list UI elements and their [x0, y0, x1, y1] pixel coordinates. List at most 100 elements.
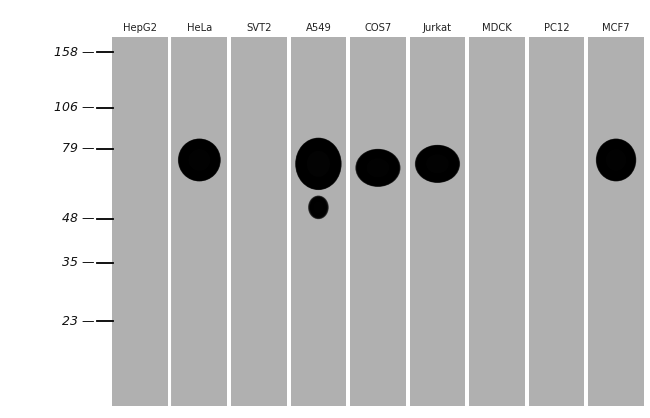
Ellipse shape	[183, 143, 215, 177]
Text: 48 —: 48 —	[62, 212, 94, 225]
Ellipse shape	[358, 150, 398, 185]
Ellipse shape	[295, 138, 341, 190]
Text: 106 —: 106 —	[53, 102, 94, 115]
Ellipse shape	[309, 196, 328, 219]
Ellipse shape	[420, 148, 455, 180]
Ellipse shape	[178, 139, 220, 181]
Ellipse shape	[308, 196, 329, 219]
Ellipse shape	[301, 143, 335, 185]
Ellipse shape	[358, 150, 398, 185]
Bar	[410, 37, 465, 405]
Ellipse shape	[420, 148, 456, 180]
Ellipse shape	[298, 140, 339, 188]
Ellipse shape	[601, 142, 632, 178]
Ellipse shape	[360, 152, 396, 184]
Ellipse shape	[597, 140, 634, 180]
Text: MDCK: MDCK	[482, 23, 512, 33]
Ellipse shape	[599, 141, 633, 178]
Ellipse shape	[358, 150, 398, 186]
Ellipse shape	[356, 150, 400, 186]
Ellipse shape	[309, 197, 328, 218]
Ellipse shape	[298, 140, 339, 188]
Ellipse shape	[182, 142, 216, 178]
Bar	[528, 37, 584, 405]
Bar	[588, 37, 644, 405]
Ellipse shape	[300, 142, 337, 186]
Ellipse shape	[309, 196, 328, 219]
Ellipse shape	[302, 143, 335, 185]
Ellipse shape	[179, 139, 220, 181]
Ellipse shape	[299, 141, 338, 187]
Ellipse shape	[356, 149, 400, 187]
Ellipse shape	[308, 196, 329, 219]
Ellipse shape	[183, 143, 215, 177]
Ellipse shape	[359, 151, 396, 184]
Ellipse shape	[309, 196, 328, 218]
Ellipse shape	[296, 138, 341, 189]
Ellipse shape	[181, 140, 218, 179]
Bar	[4, 4, 110, 414]
Bar	[350, 37, 406, 405]
Ellipse shape	[361, 152, 395, 184]
Ellipse shape	[418, 147, 457, 181]
Ellipse shape	[179, 139, 220, 181]
Ellipse shape	[307, 151, 330, 177]
Ellipse shape	[295, 138, 342, 190]
Ellipse shape	[417, 146, 458, 181]
Ellipse shape	[178, 138, 221, 181]
Ellipse shape	[179, 140, 219, 180]
Ellipse shape	[597, 139, 636, 181]
Ellipse shape	[356, 149, 400, 186]
Ellipse shape	[597, 139, 636, 181]
Ellipse shape	[597, 140, 635, 180]
Ellipse shape	[309, 197, 327, 218]
Ellipse shape	[297, 139, 340, 189]
Ellipse shape	[310, 197, 327, 217]
Ellipse shape	[188, 149, 210, 171]
Ellipse shape	[300, 142, 337, 186]
Ellipse shape	[179, 140, 220, 181]
Ellipse shape	[183, 142, 216, 178]
Ellipse shape	[417, 146, 458, 182]
Ellipse shape	[419, 148, 456, 180]
Ellipse shape	[596, 138, 636, 181]
Ellipse shape	[599, 141, 632, 178]
Ellipse shape	[360, 152, 396, 184]
Text: SVT2: SVT2	[246, 23, 272, 33]
Text: Jurkat: Jurkat	[423, 23, 452, 33]
Ellipse shape	[309, 196, 328, 218]
Ellipse shape	[421, 148, 454, 179]
Ellipse shape	[310, 197, 327, 218]
Ellipse shape	[181, 141, 217, 179]
Ellipse shape	[301, 143, 336, 185]
Ellipse shape	[180, 140, 219, 180]
Ellipse shape	[597, 140, 634, 180]
Ellipse shape	[601, 142, 632, 178]
Ellipse shape	[309, 196, 328, 219]
Ellipse shape	[361, 152, 395, 184]
Ellipse shape	[180, 140, 218, 180]
Ellipse shape	[415, 145, 460, 183]
Ellipse shape	[360, 152, 396, 184]
Ellipse shape	[596, 139, 636, 181]
Ellipse shape	[417, 146, 458, 181]
Ellipse shape	[298, 140, 339, 188]
Ellipse shape	[361, 153, 395, 184]
Ellipse shape	[310, 197, 327, 218]
Ellipse shape	[596, 139, 636, 181]
Ellipse shape	[296, 138, 341, 189]
Text: 79 —: 79 —	[62, 143, 94, 155]
Ellipse shape	[358, 150, 398, 186]
Ellipse shape	[357, 150, 399, 186]
Ellipse shape	[415, 145, 460, 183]
Ellipse shape	[308, 196, 329, 219]
Ellipse shape	[359, 151, 397, 185]
Ellipse shape	[599, 141, 633, 179]
Ellipse shape	[296, 139, 341, 189]
Ellipse shape	[421, 148, 454, 179]
Ellipse shape	[601, 143, 631, 177]
Ellipse shape	[417, 147, 458, 181]
Ellipse shape	[419, 148, 456, 180]
Ellipse shape	[359, 151, 396, 184]
Ellipse shape	[419, 147, 456, 181]
